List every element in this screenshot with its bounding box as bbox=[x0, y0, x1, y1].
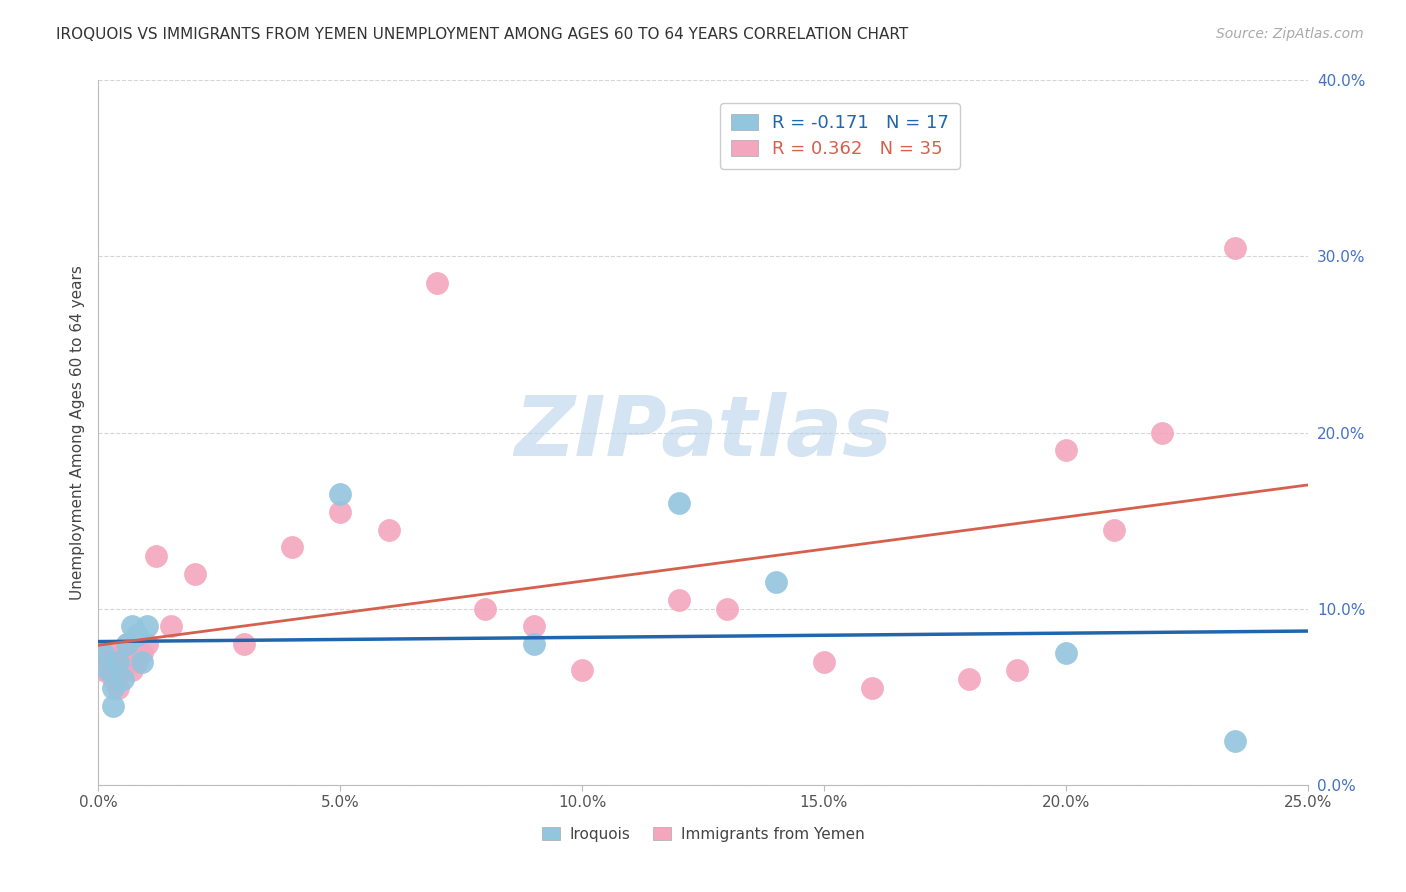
Point bbox=[135, 619, 157, 633]
Legend: Iroquois, Immigrants from Yemen: Iroquois, Immigrants from Yemen bbox=[536, 821, 870, 847]
Point bbox=[135, 637, 157, 651]
Text: IROQUOIS VS IMMIGRANTS FROM YEMEN UNEMPLOYMENT AMONG AGES 60 TO 64 YEARS CORRELA: IROQUOIS VS IMMIGRANTS FROM YEMEN UNEMPL… bbox=[56, 27, 908, 42]
Point bbox=[765, 575, 787, 590]
Point bbox=[571, 664, 593, 678]
Point bbox=[523, 619, 546, 633]
Point bbox=[111, 646, 134, 660]
Point bbox=[668, 593, 690, 607]
Point bbox=[107, 681, 129, 695]
Point bbox=[131, 655, 153, 669]
Text: ZIPatlas: ZIPatlas bbox=[515, 392, 891, 473]
Point bbox=[426, 276, 449, 290]
Point bbox=[1223, 241, 1246, 255]
Point bbox=[131, 646, 153, 660]
Point bbox=[474, 601, 496, 615]
Point bbox=[121, 619, 143, 633]
Point bbox=[127, 655, 149, 669]
Point bbox=[184, 566, 207, 581]
Point bbox=[91, 664, 114, 678]
Point bbox=[668, 496, 690, 510]
Point bbox=[860, 681, 883, 695]
Point bbox=[117, 637, 139, 651]
Point bbox=[1054, 443, 1077, 458]
Point bbox=[91, 646, 114, 660]
Point bbox=[107, 655, 129, 669]
Point bbox=[329, 487, 352, 501]
Point bbox=[107, 655, 129, 669]
Point bbox=[127, 628, 149, 642]
Point bbox=[716, 601, 738, 615]
Point bbox=[1054, 646, 1077, 660]
Point bbox=[97, 655, 120, 669]
Y-axis label: Unemployment Among Ages 60 to 64 years: Unemployment Among Ages 60 to 64 years bbox=[69, 265, 84, 600]
Point bbox=[1102, 523, 1125, 537]
Point bbox=[1152, 425, 1174, 440]
Point bbox=[97, 664, 120, 678]
Point bbox=[101, 681, 124, 695]
Point bbox=[281, 540, 304, 554]
Point bbox=[111, 673, 134, 687]
Point bbox=[101, 698, 124, 713]
Point bbox=[1007, 664, 1029, 678]
Point bbox=[232, 637, 254, 651]
Point bbox=[121, 664, 143, 678]
Point bbox=[160, 619, 183, 633]
Point bbox=[117, 637, 139, 651]
Point bbox=[813, 655, 835, 669]
Point bbox=[523, 637, 546, 651]
Point bbox=[101, 664, 124, 678]
Point bbox=[957, 673, 980, 687]
Point bbox=[97, 646, 120, 660]
Point bbox=[145, 549, 167, 563]
Point bbox=[101, 673, 124, 687]
Point bbox=[377, 523, 399, 537]
Point bbox=[329, 505, 352, 519]
Text: Source: ZipAtlas.com: Source: ZipAtlas.com bbox=[1216, 27, 1364, 41]
Point bbox=[111, 664, 134, 678]
Point bbox=[1223, 734, 1246, 748]
